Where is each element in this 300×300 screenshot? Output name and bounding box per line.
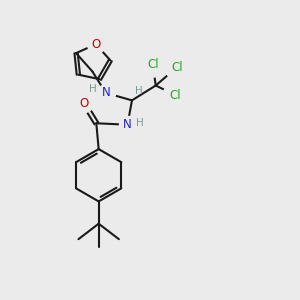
Text: H: H <box>135 86 142 96</box>
Text: O: O <box>91 38 101 51</box>
Text: N: N <box>123 118 132 131</box>
Text: H: H <box>136 118 144 128</box>
Text: Cl: Cl <box>169 88 181 101</box>
Text: N: N <box>101 86 110 99</box>
Text: Cl: Cl <box>147 58 159 70</box>
Text: H: H <box>89 84 97 94</box>
Text: Cl: Cl <box>171 61 183 74</box>
Text: O: O <box>79 97 88 110</box>
